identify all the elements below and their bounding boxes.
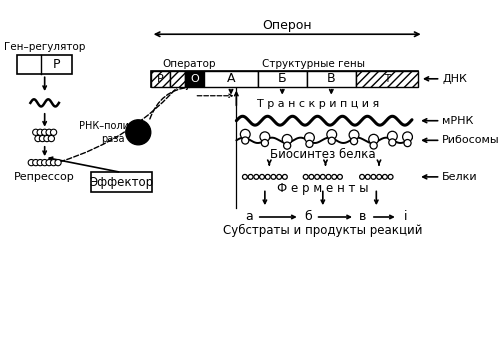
Bar: [170, 71, 184, 87]
Circle shape: [32, 160, 39, 166]
Circle shape: [282, 134, 292, 144]
Circle shape: [402, 132, 412, 142]
Circle shape: [50, 129, 56, 135]
Bar: [258, 71, 307, 87]
Circle shape: [389, 139, 396, 146]
Text: Рибосомы: Рибосомы: [442, 135, 500, 145]
Circle shape: [349, 130, 359, 140]
Text: Р: Р: [157, 74, 164, 84]
Circle shape: [240, 130, 250, 139]
Text: Ген–регулятор: Ген–регулятор: [4, 42, 86, 52]
Circle shape: [314, 174, 320, 179]
Circle shape: [332, 174, 336, 179]
Text: Ф е р м е н т ы: Ф е р м е н т ы: [277, 182, 368, 195]
Bar: [151, 71, 418, 87]
Circle shape: [260, 174, 264, 179]
Circle shape: [50, 160, 56, 166]
Circle shape: [320, 174, 325, 179]
Circle shape: [350, 138, 358, 145]
Circle shape: [271, 174, 276, 179]
Text: Оператор: Оператор: [162, 59, 216, 69]
Circle shape: [35, 135, 41, 142]
Text: РНК–полиме–
раза: РНК–полиме– раза: [79, 121, 148, 144]
Circle shape: [126, 120, 151, 145]
Text: i: i: [404, 210, 407, 224]
Circle shape: [338, 174, 342, 179]
Circle shape: [388, 174, 393, 179]
Circle shape: [304, 174, 308, 179]
Circle shape: [388, 131, 398, 141]
Text: А: А: [226, 72, 235, 85]
Text: Эффектор: Эффектор: [90, 176, 154, 189]
Circle shape: [276, 174, 281, 179]
Text: Субстраты и продукты реакций: Субстраты и продукты реакций: [223, 224, 422, 237]
Circle shape: [37, 129, 44, 135]
Bar: [91, 173, 152, 192]
Circle shape: [260, 132, 270, 142]
Circle shape: [366, 174, 370, 179]
Circle shape: [371, 174, 376, 179]
Circle shape: [382, 174, 388, 179]
Circle shape: [28, 160, 34, 166]
Circle shape: [262, 139, 268, 147]
Circle shape: [44, 135, 50, 142]
Circle shape: [328, 137, 336, 144]
Bar: [151, 71, 171, 87]
Circle shape: [46, 129, 52, 135]
Circle shape: [376, 174, 382, 179]
Bar: [356, 71, 418, 87]
Circle shape: [306, 140, 313, 147]
Text: ДНК: ДНК: [442, 74, 467, 84]
Text: Т р а н с к р и п ц и я: Т р а н с к р и п ц и я: [257, 99, 380, 109]
Circle shape: [37, 160, 44, 166]
Text: Белки: Белки: [442, 172, 478, 182]
Text: мРНК: мРНК: [442, 116, 474, 126]
Text: б: б: [304, 210, 312, 224]
Circle shape: [370, 142, 377, 149]
Bar: [17, 55, 72, 74]
Circle shape: [242, 137, 249, 144]
Circle shape: [404, 140, 411, 147]
Circle shape: [248, 174, 253, 179]
Text: Т: Т: [384, 74, 390, 84]
Text: Р: Р: [53, 58, 60, 71]
Text: О: О: [190, 74, 199, 84]
Circle shape: [282, 174, 288, 179]
Circle shape: [48, 135, 54, 142]
Circle shape: [304, 133, 314, 142]
Circle shape: [42, 160, 48, 166]
Circle shape: [40, 135, 46, 142]
Circle shape: [327, 130, 336, 139]
Text: а: а: [245, 210, 252, 224]
Bar: [307, 71, 356, 87]
Circle shape: [266, 174, 270, 179]
Text: Структурные гены: Структурные гены: [262, 59, 366, 69]
Bar: [184, 71, 204, 87]
Circle shape: [55, 160, 61, 166]
Circle shape: [326, 174, 331, 179]
Circle shape: [360, 174, 364, 179]
Circle shape: [309, 174, 314, 179]
Text: Биосинтез белка: Биосинтез белка: [270, 148, 376, 161]
Text: В: В: [327, 72, 336, 85]
Text: Оперон: Оперон: [262, 19, 312, 32]
Circle shape: [242, 174, 248, 179]
Circle shape: [32, 129, 39, 135]
Text: Репрессор: Репрессор: [14, 173, 75, 182]
Circle shape: [42, 129, 48, 135]
Bar: [204, 71, 258, 87]
Text: в: в: [360, 210, 366, 224]
Circle shape: [46, 160, 52, 166]
Circle shape: [284, 142, 290, 149]
Text: Б: Б: [278, 72, 286, 85]
Circle shape: [368, 134, 378, 144]
Circle shape: [254, 174, 258, 179]
